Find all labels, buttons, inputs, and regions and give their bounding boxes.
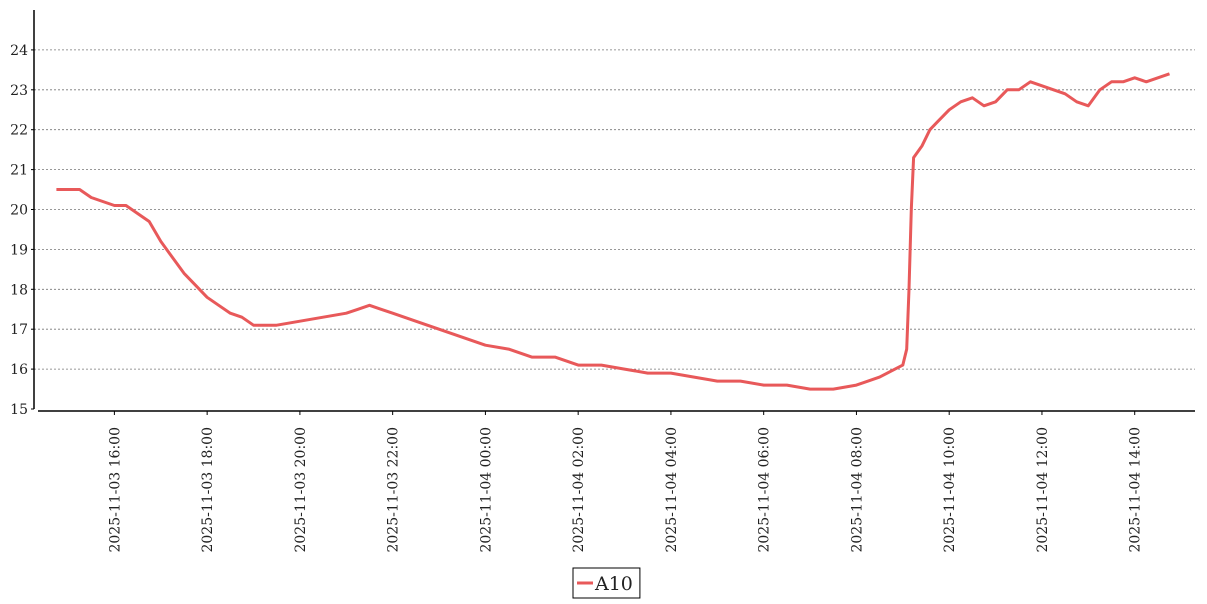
x-tick-label: 2025-11-04 00:00 <box>478 427 494 553</box>
x-tick-label: 2025-11-03 16:00 <box>107 427 123 553</box>
x-tick-label: 2025-11-04 14:00 <box>1128 427 1144 553</box>
x-tick-label: 2025-11-04 02:00 <box>571 427 587 553</box>
y-tick-label: 18 <box>10 282 28 298</box>
line-series <box>56 72 1170 391</box>
x-tick-label: 2025-11-04 08:00 <box>849 427 865 553</box>
legend: A10 <box>572 567 641 599</box>
x-tick-label: 2025-11-04 10:00 <box>942 427 958 553</box>
x-tick-label: 2025-11-03 20:00 <box>293 427 309 553</box>
x-tick-label: 2025-11-03 22:00 <box>386 427 402 553</box>
y-tick-label: 20 <box>10 203 28 219</box>
x-tick-label: 2025-11-04 06:00 <box>757 427 773 553</box>
x-tick-label: 2025-11-04 04:00 <box>664 427 680 553</box>
y-tick-label: 21 <box>10 163 28 179</box>
y-tick-label: 22 <box>10 123 28 139</box>
x-tick-label: 2025-11-03 18:00 <box>200 427 216 553</box>
y-tick-label: 16 <box>10 362 28 378</box>
legend-label: A10 <box>594 573 633 595</box>
y-tick-label: 15 <box>10 402 28 418</box>
y-tick-label: 24 <box>10 43 28 59</box>
x-tick-label: 2025-11-04 12:00 <box>1035 427 1051 553</box>
y-tick-label: 19 <box>10 242 28 258</box>
y-tick-label: 23 <box>10 83 28 99</box>
y-tick-label: 17 <box>10 322 28 338</box>
